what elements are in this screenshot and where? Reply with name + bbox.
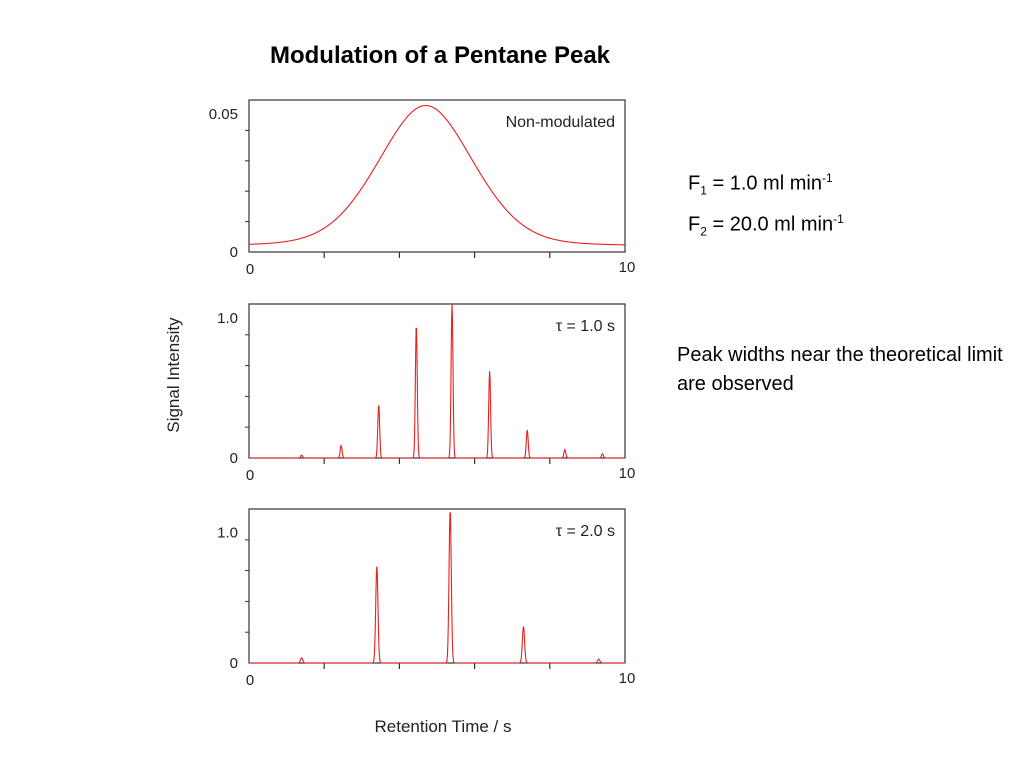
y-axis-label: Signal Intensity bbox=[164, 317, 183, 433]
flow-rate-1-subscript: 1 bbox=[700, 183, 707, 198]
panel-3-label: τ = 2.0 s bbox=[556, 523, 615, 540]
chromatogram-svg: 0 0.05 0 10 Non-modulated 0 1.0 0 10 τ = 1.0 s 0 1.… bbox=[164, 99, 636, 736]
panel-2-y-tick-label: 1.0 bbox=[217, 310, 238, 327]
panel-1-x-tick-label: 10 bbox=[619, 259, 636, 276]
flow-rate-2: F2 = 20.0 ml min-1 bbox=[688, 205, 844, 246]
flow-rates: F1 = 1.0 ml min-1 F2 = 20.0 ml min-1 bbox=[688, 164, 844, 245]
flow-rate-2-value: = 20.0 ml min bbox=[706, 213, 834, 236]
panel-1-frame bbox=[248, 99, 626, 253]
flow-rate-1-superscript: -1 bbox=[821, 171, 833, 185]
panel-3-trace bbox=[249, 512, 625, 664]
panel-3-x-tick-label: 10 bbox=[619, 670, 636, 687]
flow-rate-1: F1 = 1.0 ml min-1 bbox=[688, 164, 844, 205]
panel-3-x-tick-label: 0 bbox=[246, 672, 254, 689]
slide-title: Modulation of a Pentane Peak bbox=[269, 42, 611, 69]
flow-rate-2-subscript: 2 bbox=[700, 224, 707, 239]
chromatogram-figure: 0 0.05 0 10 Non-modulated 0 1.0 0 10 τ = 1.0 s 0 1.… bbox=[160, 92, 640, 738]
panel-2-x-tick-label: 0 bbox=[246, 467, 254, 484]
x-axis-label: Retention Time / s bbox=[374, 717, 511, 736]
panel-2-label: τ = 1.0 s bbox=[556, 318, 615, 335]
panel-1-y-tick-label: 0.05 bbox=[209, 106, 238, 123]
panel-1-x-tick-label: 0 bbox=[246, 261, 254, 278]
peak-width-note: Peak widths near the theoretical limit a… bbox=[677, 344, 1003, 395]
panel-1-y-tick-label: 0 bbox=[230, 244, 238, 261]
panel-2-trace bbox=[249, 303, 625, 459]
flow-rate-2-symbol: F bbox=[688, 213, 701, 236]
panel-1-trace bbox=[248, 104, 626, 246]
panel-2-x-tick-label: 10 bbox=[619, 465, 636, 482]
panel-3-y-tick-label: 0 bbox=[230, 655, 238, 672]
flow-rate-1-symbol: F bbox=[688, 172, 701, 195]
panel-2-y-tick-label: 0 bbox=[230, 450, 238, 467]
flow-rate-1-value: = 1.0 ml min bbox=[706, 172, 822, 195]
panel-3-y-tick-label: 1.0 bbox=[217, 524, 238, 541]
flow-rate-2-superscript: -1 bbox=[833, 211, 844, 226]
panel-1-label: Non-modulated bbox=[506, 114, 615, 131]
